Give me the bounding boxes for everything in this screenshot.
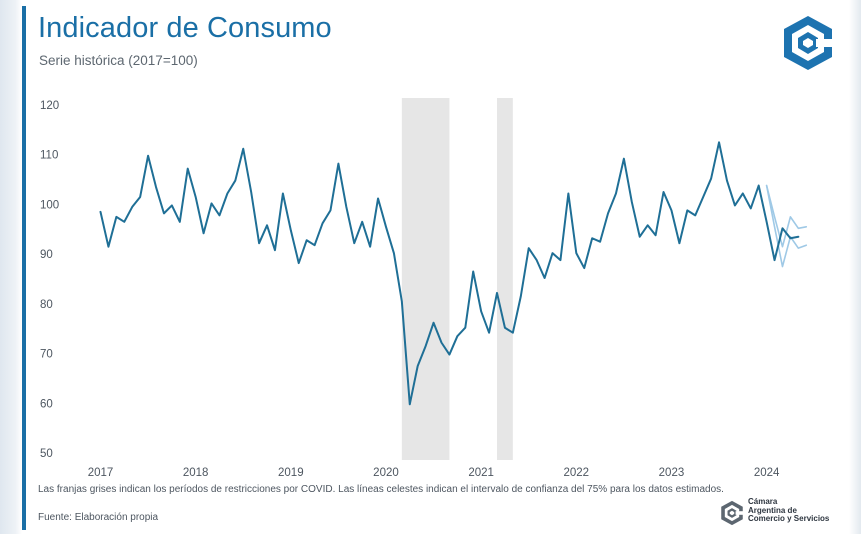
x-tick-label: 2024 — [754, 467, 780, 479]
x-tick-label: 2022 — [564, 467, 590, 479]
x-tick-label: 2018 — [183, 467, 209, 479]
y-tick-label: 80 — [40, 299, 53, 311]
covid-shading-2 — [497, 98, 513, 460]
x-tick-label: 2017 — [88, 467, 114, 479]
page-title: Indicador de Consumo — [38, 12, 332, 44]
line-chart: 50 60 70 80 90 100 110 120 2017 2018 2019 2020 2021… — [40, 98, 808, 479]
y-tick-label: 100 — [40, 199, 59, 211]
footer-org-line: Argentina de — [748, 505, 797, 515]
y-tick-label: 110 — [40, 150, 58, 162]
page-subtitle: Serie histórica (2017=100) — [39, 53, 198, 68]
footer-org-line: Comercio y Servicios — [748, 514, 830, 523]
source-text: Fuente: Elaboración propia — [38, 512, 159, 523]
x-tick-label: 2019 — [278, 467, 304, 479]
footer-org-line: Cámara — [748, 497, 778, 506]
x-tick-label: 2020 — [373, 467, 399, 479]
y-tick-label: 90 — [40, 249, 53, 261]
y-tick-label: 60 — [40, 398, 53, 410]
footer-logo-icon — [721, 500, 744, 526]
organization-logo-icon — [784, 16, 834, 70]
x-tick-label: 2021 — [468, 467, 494, 479]
covid-shading-group — [401, 98, 513, 460]
y-axis: 50 60 70 80 90 100 110 120 — [40, 100, 59, 460]
x-tick-label: 2023 — [659, 467, 685, 479]
consumption-series-line — [99, 141, 800, 406]
y-tick-label: 120 — [40, 100, 59, 112]
frame-left — [0, 0, 22, 534]
accent-bar — [22, 6, 26, 530]
y-tick-label: 70 — [40, 349, 53, 361]
footer-org-name: Cámara Argentina de Comercio y Servicios — [748, 497, 830, 524]
covid-shading-1 — [401, 98, 450, 460]
x-axis: 2017 2018 2019 2020 2021 2022 2023 2024 — [88, 467, 780, 479]
confidence-lower-line — [765, 184, 808, 268]
chart-note: Las franjas grises indican los períodos … — [38, 484, 724, 495]
frame-right — [849, 0, 861, 534]
footer-logo: Cámara Argentina de Comercio y Servicios — [720, 497, 840, 530]
y-tick-label: 50 — [40, 448, 53, 460]
series-group — [99, 141, 800, 406]
